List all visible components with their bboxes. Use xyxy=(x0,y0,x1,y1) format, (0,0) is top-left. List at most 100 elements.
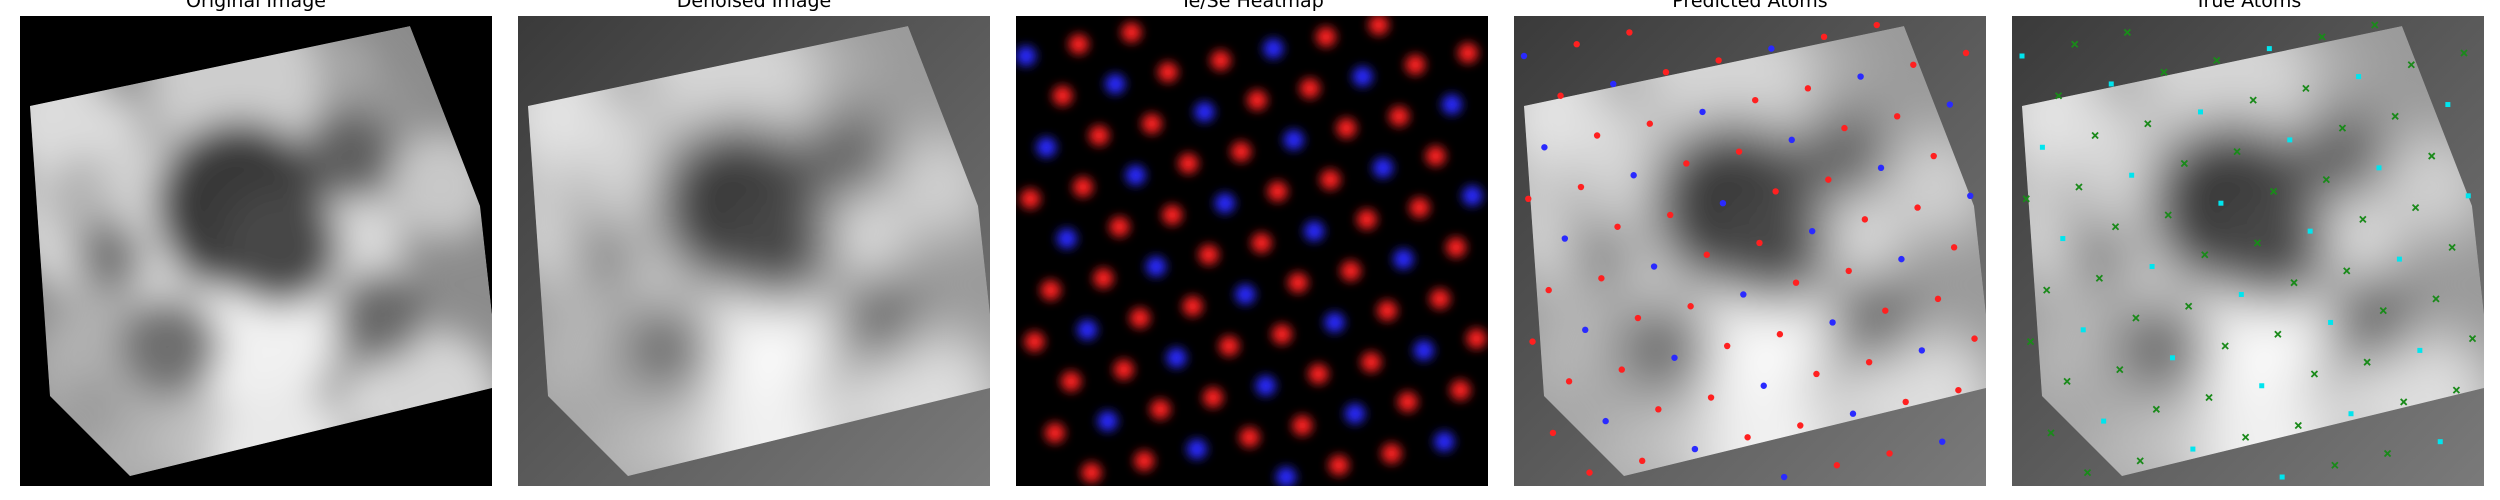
true-te-atom xyxy=(2144,120,2152,128)
true-se-atom xyxy=(2218,200,2224,206)
true-te-atom xyxy=(2054,92,2063,100)
predicted-te-atom xyxy=(1902,398,1909,406)
predicted-se-atom xyxy=(1630,172,1637,179)
se-heatmap-spot xyxy=(1352,66,1373,87)
true-te-atom xyxy=(2184,302,2193,310)
predicted-se-atom xyxy=(1898,255,1905,263)
true-te-atom xyxy=(2071,40,2079,48)
te-heatmap-spot xyxy=(1381,443,1402,464)
predicted-te-atom xyxy=(1950,244,1958,251)
te-heatmap-spot xyxy=(1044,422,1065,443)
panel-image-denoised xyxy=(518,16,990,486)
se-heatmap-spot xyxy=(1276,467,1297,486)
true-te-atom xyxy=(2460,49,2468,57)
true-te-atom xyxy=(2116,365,2124,374)
predicted-se-atom xyxy=(1768,45,1775,52)
true-se-atom xyxy=(2307,228,2313,234)
panel-title: Original Image xyxy=(186,0,326,12)
true-se-atom xyxy=(2190,446,2196,452)
true-se-atom xyxy=(2019,53,2025,59)
te-heatmap-spot xyxy=(1251,232,1272,253)
predicted-te-atom xyxy=(1703,251,1710,258)
predicted-te-atom xyxy=(1598,275,1605,282)
se-heatmap-spot xyxy=(1393,249,1414,270)
predicted-te-atom xyxy=(1529,338,1536,345)
te-heatmap-spot xyxy=(1089,125,1110,146)
predicted-se-atom xyxy=(1780,473,1788,481)
te-heatmap-spot xyxy=(1113,359,1134,380)
predicted-te-atom xyxy=(1776,331,1784,338)
se-heatmap-spot xyxy=(1166,347,1187,368)
true-se-atom xyxy=(2328,319,2334,325)
predicted-te-atom xyxy=(1586,469,1593,476)
predicted-te-atom xyxy=(1565,378,1573,385)
predicted-te-atom xyxy=(1549,429,1557,437)
predicted-se-atom xyxy=(1788,136,1795,144)
predicted-se-atom xyxy=(1857,73,1864,80)
true-se-atom xyxy=(2465,193,2471,199)
te-heatmap-spot xyxy=(1150,399,1171,420)
true-te-atom xyxy=(2452,386,2461,394)
se-heatmap-spot xyxy=(1186,439,1207,460)
predicted-te-atom xyxy=(1845,267,1852,275)
te-heatmap-spot xyxy=(1121,22,1142,43)
true-se-atom xyxy=(2417,347,2423,353)
true-te-atom xyxy=(2359,215,2367,224)
true-te-atom xyxy=(2083,468,2092,477)
predicted-te-atom xyxy=(1715,57,1722,64)
true-te-atom xyxy=(2249,96,2257,104)
te-heatmap-spot xyxy=(1320,169,1341,190)
predicted-te-atom xyxy=(1744,434,1751,441)
panel-image-heatmap xyxy=(1016,16,1488,486)
te-heatmap-spot xyxy=(1288,272,1309,293)
true-te-atom xyxy=(2448,243,2456,251)
se-heatmap-spot xyxy=(1125,165,1146,186)
predicted-se-atom xyxy=(1671,354,1678,361)
panel-title: True Atoms xyxy=(2194,0,2302,12)
predicted-se-atom xyxy=(1808,227,1816,235)
predicted-te-atom xyxy=(1833,462,1841,469)
true-se-atom xyxy=(2149,264,2155,270)
se-heatmap-spot xyxy=(1462,185,1483,206)
te-heatmap-spot xyxy=(1182,296,1203,317)
predicted-se-atom xyxy=(1602,417,1609,425)
predicted-se-atom xyxy=(1610,80,1617,88)
se-heatmap-spot xyxy=(1214,193,1235,214)
se-heatmap-spot xyxy=(1434,431,1455,452)
true-te-atom xyxy=(2343,267,2351,275)
te-heatmap-spot xyxy=(1239,427,1260,448)
se-heatmap-spot xyxy=(1036,137,1057,158)
te-heatmap-spot xyxy=(1316,26,1337,47)
true-se-atom xyxy=(2266,46,2272,52)
te-heatmap-spot xyxy=(1024,331,1045,352)
predicted-te-atom xyxy=(1614,223,1621,230)
true-se-atom xyxy=(2108,81,2114,87)
se-heatmap-spot xyxy=(1304,221,1325,242)
true-se-atom xyxy=(2396,256,2402,262)
predicted-te-atom xyxy=(1914,204,1921,211)
predicted-te-atom xyxy=(1626,29,1633,36)
true-se-atom xyxy=(2259,383,2265,389)
true-te-atom xyxy=(2383,449,2392,458)
true-te-atom xyxy=(2432,295,2440,303)
predicted-te-atom xyxy=(1813,370,1820,378)
true-te-atom xyxy=(2411,203,2420,212)
te-heatmap-spot xyxy=(1231,141,1252,162)
predicted-te-atom xyxy=(1646,120,1654,127)
panel-image-true xyxy=(2012,16,2484,486)
predicted-se-atom xyxy=(1520,52,1528,60)
predicted-te-atom xyxy=(1971,335,1978,342)
se-heatmap-spot xyxy=(1077,319,1098,340)
predicted-te-atom xyxy=(1723,342,1731,350)
true-te-atom xyxy=(2468,334,2477,343)
te-heatmap-spot xyxy=(1361,352,1382,373)
predicted-te-atom xyxy=(1893,113,1901,120)
te-heatmap-spot xyxy=(1129,308,1150,329)
true-te-atom xyxy=(2241,433,2250,441)
true-te-atom xyxy=(2274,330,2282,338)
predicted-se-atom xyxy=(1760,382,1767,389)
true-se-atom xyxy=(2356,74,2362,80)
te-heatmap-spot xyxy=(1405,54,1426,75)
te-heatmap-spot xyxy=(1072,177,1093,198)
true-te-atom xyxy=(2302,84,2310,92)
